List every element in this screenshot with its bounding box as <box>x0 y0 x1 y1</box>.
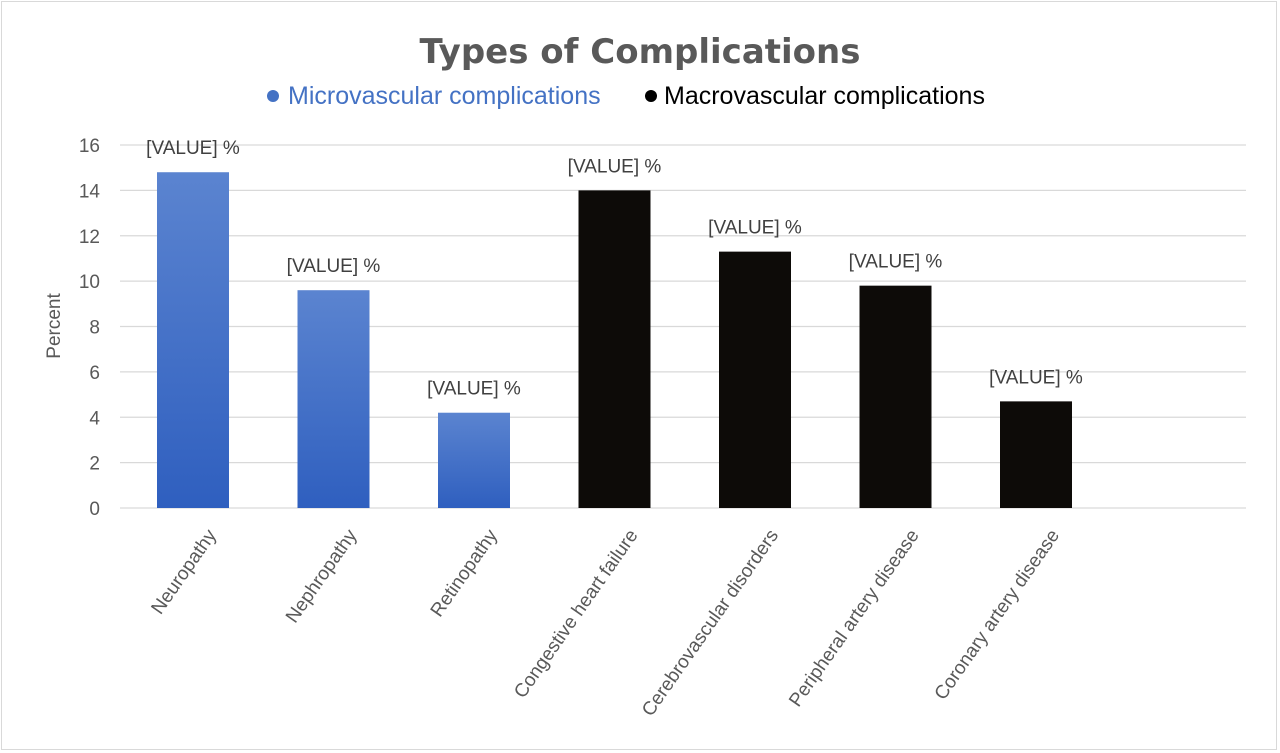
category-label: Peripheral artery disease <box>785 526 923 711</box>
data-label: [VALUE] % <box>568 156 662 177</box>
category-label: Congestive heart failure <box>510 526 642 702</box>
category-label: Retinopathy <box>427 525 503 621</box>
y-axis-ticks: 0 2 4 6 8 10 12 14 16 <box>79 136 101 520</box>
category-label: Nephropathy <box>282 525 362 627</box>
y-tick-label: 12 <box>79 227 100 248</box>
y-tick-label: 16 <box>79 136 100 157</box>
bars <box>157 172 1072 508</box>
legend-label-micro: Microvascular complications <box>288 82 601 110</box>
bar-nephropathy <box>297 290 370 508</box>
chart-title: Types of Complications <box>420 32 861 72</box>
data-label: [VALUE] % <box>849 252 943 273</box>
data-label: [VALUE] % <box>989 367 1083 388</box>
y-tick-label: 10 <box>79 272 100 293</box>
bar-peripheral-artery-disease <box>859 285 932 508</box>
data-label: [VALUE] % <box>708 218 802 239</box>
legend-marker-micro <box>267 90 279 102</box>
category-label: Cerebrovascular disorders <box>638 526 783 721</box>
data-label: [VALUE] % <box>146 138 240 159</box>
bar-cerebrovascular-disorders <box>719 251 791 508</box>
bar-coronary-artery-disease <box>1000 401 1072 508</box>
y-tick-label: 8 <box>89 318 100 339</box>
category-labels: Neuropathy Nephropathy Retinopathy Congesti… <box>148 525 1065 720</box>
legend-marker-macro <box>645 90 657 102</box>
legend: Microvascular complications Macrovascula… <box>267 82 985 110</box>
y-tick-label: 4 <box>89 408 100 429</box>
y-axis-label: Percent <box>44 293 65 359</box>
legend-label-macro: Macrovascular complications <box>664 82 985 110</box>
data-labels: [VALUE] % [VALUE] % [VALUE] % [VALUE] % [VAL… <box>146 138 1083 399</box>
y-tick-label: 14 <box>79 181 101 202</box>
y-tick-label: 0 <box>89 499 100 520</box>
bar-retinopathy <box>438 412 510 508</box>
category-label: Coronary artery disease <box>931 526 1065 704</box>
category-label: Neuropathy <box>148 525 222 618</box>
gridlines <box>120 144 1246 509</box>
y-tick-label: 6 <box>89 363 100 384</box>
bar-neuropathy <box>157 172 229 508</box>
data-label: [VALUE] % <box>287 256 381 277</box>
data-label: [VALUE] % <box>427 379 521 400</box>
bar-congestive-heart-failure <box>578 190 651 508</box>
y-tick-label: 2 <box>89 454 100 475</box>
